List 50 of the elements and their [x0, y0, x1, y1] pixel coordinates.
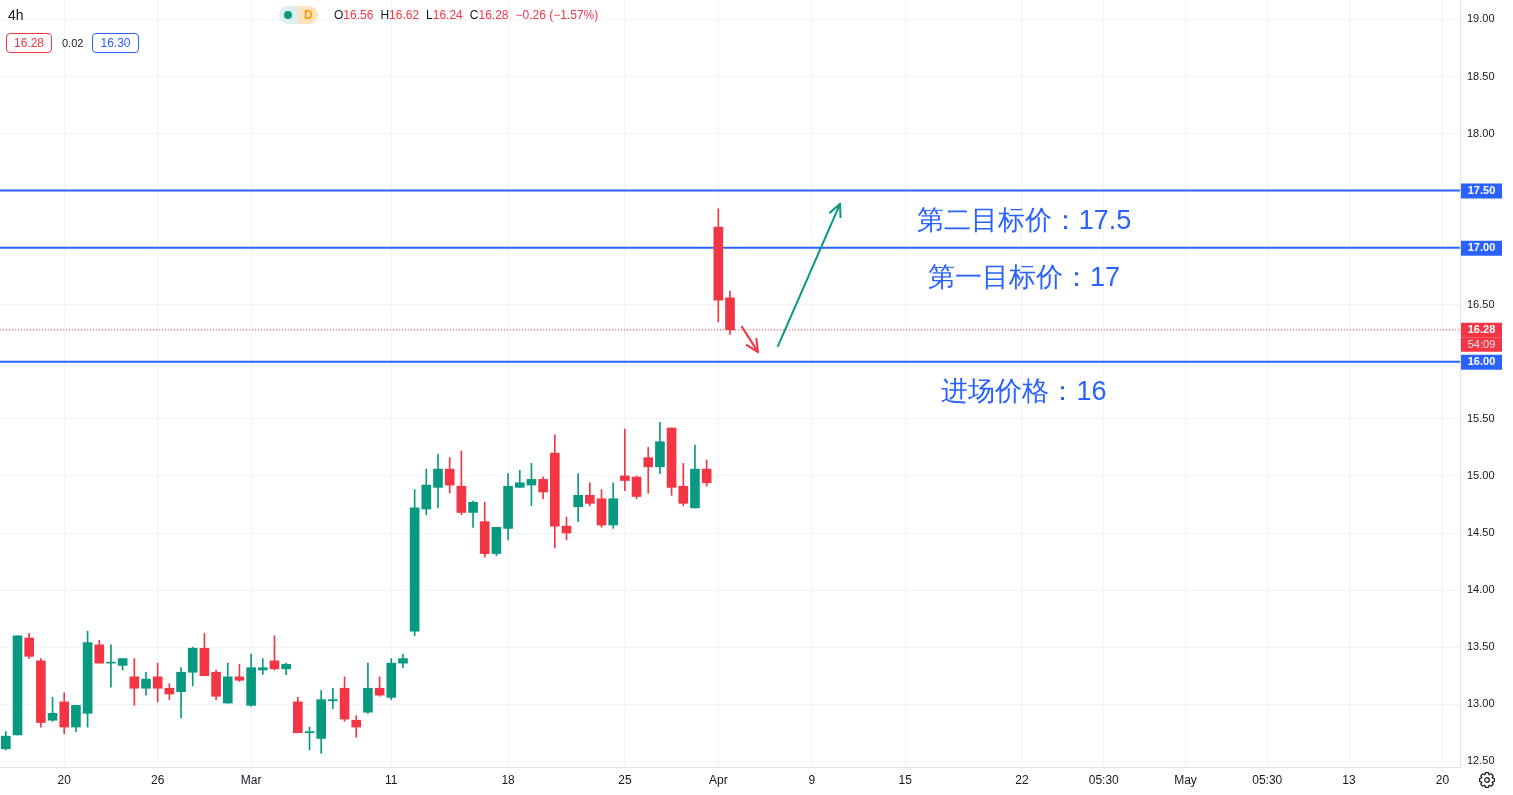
x-tick-label: 20 — [57, 772, 72, 787]
x-tick-label: 9 — [808, 772, 816, 787]
x-tick-label: 05:30 — [1088, 772, 1120, 787]
y-tick-label: 14.50 — [1467, 526, 1495, 539]
annotation: 第一目标价：17 — [927, 260, 1121, 293]
y-tick-label: 16.50 — [1467, 297, 1495, 310]
ref-line-label: 17.00 — [1467, 241, 1496, 254]
annotation: H16.62 — [380, 8, 420, 22]
text: 4h — [8, 6, 24, 24]
x-tick-label: Apr — [708, 772, 728, 787]
x-tick-label: 25 — [618, 772, 632, 787]
y-tick-label: 13.50 — [1467, 640, 1495, 653]
y-tick-label: 18.50 — [1467, 69, 1495, 82]
x-tick-label: 20 — [1435, 772, 1450, 787]
y-tick-label: 15.00 — [1467, 468, 1495, 481]
x-tick-label: 13 — [1342, 772, 1357, 787]
y-tick-label: 19.00 — [1467, 12, 1495, 25]
ref-line-label: 16.00 — [1467, 355, 1496, 368]
annotation: 16.30 — [92, 33, 139, 53]
x-tick-label: 11 — [385, 772, 398, 787]
x-tick-label: 26 — [151, 772, 165, 787]
x-tick-label: 22 — [1015, 772, 1029, 787]
x-tick-label: 05:30 — [1252, 772, 1283, 787]
candlestick — [643, 447, 654, 494]
annotation: 16.28 — [6, 33, 52, 53]
y-tick-label: 12.50 — [1467, 754, 1495, 767]
annotation: O16.56 — [334, 8, 374, 22]
x-tick-label: 15 — [898, 772, 913, 787]
candlestick — [620, 428, 630, 492]
annotation: 0.02 — [62, 36, 84, 51]
annotation: −0.26 (−1.57%) — [515, 8, 599, 22]
y-tick-label: 15.50 — [1467, 411, 1495, 424]
y-tick-label: 13.00 — [1467, 697, 1495, 710]
ref-line-label: 17.50 — [1467, 184, 1496, 197]
x-tick-label: Mar — [240, 772, 262, 787]
x-tick-label: 18 — [501, 772, 516, 787]
y-tick-label: 14.00 — [1467, 583, 1495, 596]
annotation: C16.28 — [469, 8, 509, 22]
annotation: 第二目标价：17.5 — [916, 203, 1132, 236]
annotation: D — [304, 7, 313, 24]
candlestick — [257, 658, 268, 675]
annotation: 进场价格：16 — [941, 374, 1107, 407]
candlestick — [129, 658, 140, 706]
x-tick-label: May — [1174, 772, 1197, 787]
candlestick — [328, 687, 338, 710]
annotation: 54:09 — [1467, 337, 1496, 350]
ref-line-label: 16.28 — [1467, 323, 1496, 336]
y-tick-label: 18.00 — [1467, 126, 1495, 139]
candlestick — [573, 473, 583, 522]
annotation: L16.24 — [426, 8, 463, 22]
